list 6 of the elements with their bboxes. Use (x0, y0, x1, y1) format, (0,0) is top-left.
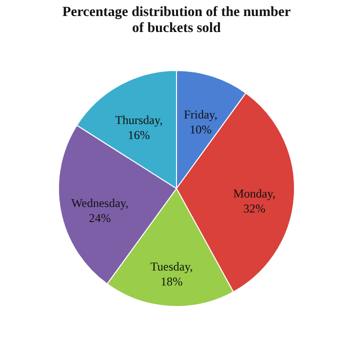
data-label: Tuesday, 18% (150, 259, 193, 288)
data-label: Wednesday, 24% (71, 196, 128, 226)
chart-title: Percentage distribution of the number of buckets sold (62, 5, 291, 36)
data-label: Thursday, 16% (115, 113, 163, 142)
data-label: Monday, 32% (233, 186, 276, 216)
data-label: Friday, 10% (184, 107, 218, 136)
